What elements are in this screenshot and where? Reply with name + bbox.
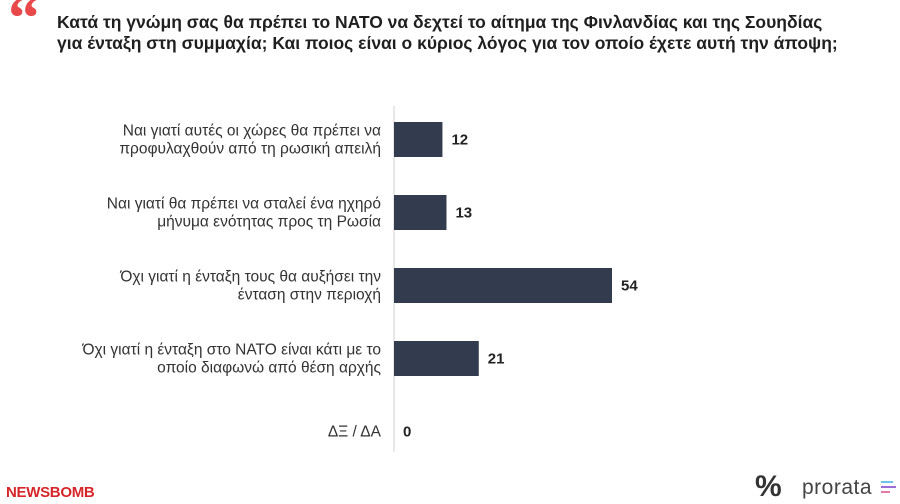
bar (394, 122, 443, 157)
prorata-logo: % prorata (755, 470, 900, 504)
category-label: προφυλαχθούν από τη ρωσική απειλή (119, 141, 381, 158)
category-label: ένταση στην περιοχή (238, 287, 381, 304)
prorata-percent-icon: % (755, 470, 782, 503)
bar-value-label: 13 (455, 205, 472, 222)
category-label: Όχι γιατί η ένταξη τους θα αυξήσει την (119, 269, 381, 286)
bar-value-label: 0 (403, 424, 411, 441)
newsbomb-logo: NEWSBOMB (6, 484, 95, 501)
category-label: μήνυμα ενότητας προς τη Ρωσία (157, 214, 381, 231)
prorata-bars-icon (881, 481, 897, 497)
prorata-wordmark: prorata (802, 476, 873, 499)
chart-title: Κατά τη γνώμη σας θα πρέπει το ΝΑΤΟ να δ… (57, 12, 838, 53)
category-label: Ναι γιατί αυτές οι χώρες θα πρέπει να (123, 123, 381, 140)
category-label: Όχι γιατί η ένταξη στο ΝΑΤΟ είναι κάτι μ… (82, 342, 381, 359)
bar-chart: 12 Ναι γιατί αυτές οι χώρες θα πρέπει ναπ… (82, 106, 638, 452)
category-label: Ναι γιατί θα πρέπει να σταλεί ένα ηχηρό (107, 196, 381, 213)
bar (394, 268, 612, 303)
category-label: οποίο διαφωνώ από θέση αρχής (157, 360, 381, 377)
bar-value-label: 54 (621, 278, 638, 295)
bar (394, 341, 479, 376)
category-label: ΔΞ / ΔΑ (328, 424, 382, 441)
quote-mark-icon: “ (8, 0, 40, 53)
bar-value-label: 21 (488, 351, 505, 368)
bar (394, 195, 447, 230)
bar-value-label: 12 (451, 132, 468, 149)
